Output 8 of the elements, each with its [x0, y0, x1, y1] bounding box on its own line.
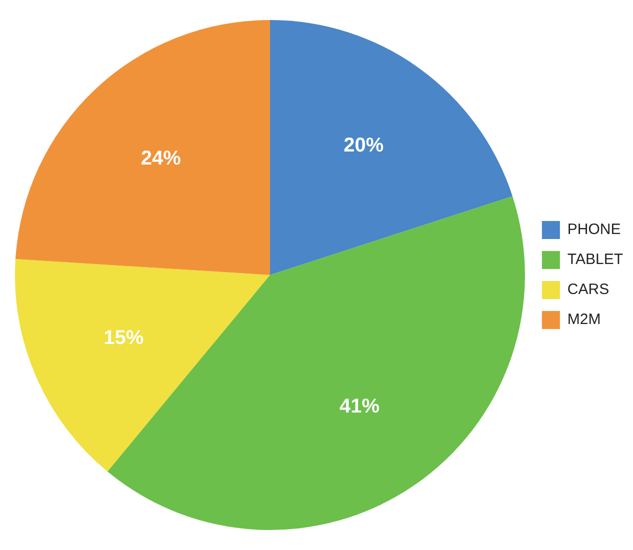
legend-label: PHONE [567, 221, 621, 238]
data-label: 24% [140, 147, 182, 170]
data-label: 20% [344, 134, 384, 157]
legend-label: TABLET [567, 251, 624, 268]
data-label: 41% [340, 395, 380, 418]
legend-label: M2M [567, 311, 601, 328]
data-label: 15% [104, 326, 144, 349]
legend-label: CARS [567, 281, 610, 298]
